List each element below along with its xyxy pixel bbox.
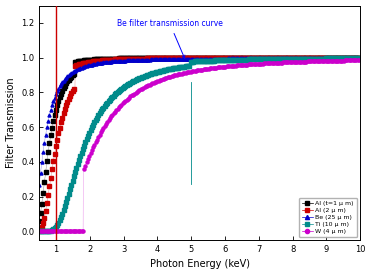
Text: Be filter transmission curve: Be filter transmission curve [117,19,223,59]
X-axis label: Photon Energy (keV): Photon Energy (keV) [150,259,250,270]
Legend: Al (t=1 μ m), Al (2 μ m), Be (25 μ m), Ti (10 μ m), W (4 μ m): Al (t=1 μ m), Al (2 μ m), Be (25 μ m), T… [299,197,357,237]
Y-axis label: Filter Transmission: Filter Transmission [6,78,16,168]
